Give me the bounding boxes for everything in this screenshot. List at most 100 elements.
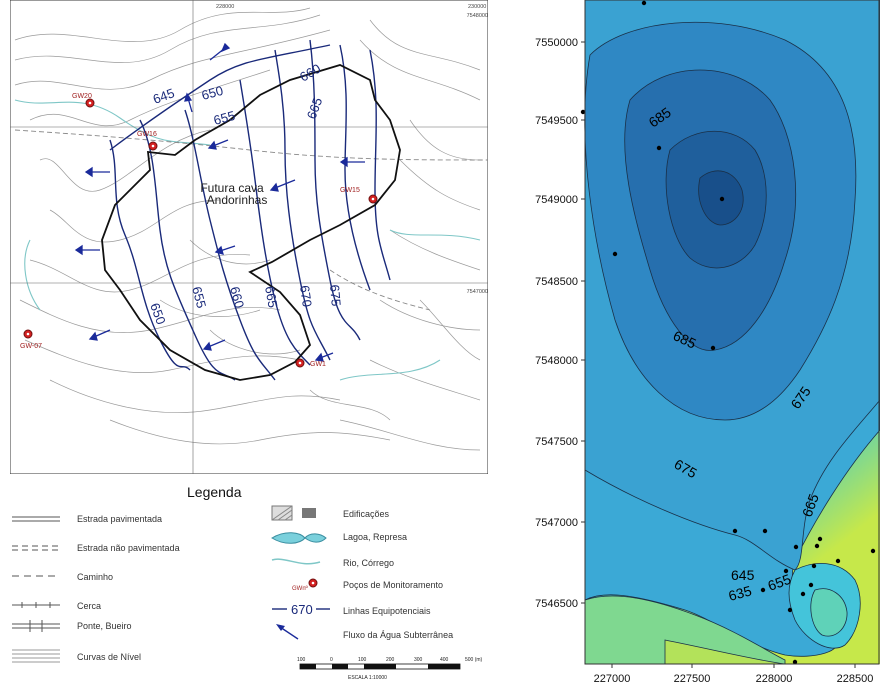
equip-label: 650 [147, 301, 169, 327]
svg-text:228500: 228500 [837, 673, 874, 685]
contour-map: 685 685 675 675 665 645 655 635 7550000 … [535, 0, 880, 685]
equip-label: 670 [297, 284, 315, 308]
well-gw07: GW-07 [20, 329, 42, 350]
svg-text:400: 400 [440, 657, 449, 663]
legend-contour-lines: Curvas de Nível [77, 652, 141, 662]
legend-equipotential-lines: Linhas Equipotenciais [343, 606, 431, 616]
svg-text:7548000: 7548000 [535, 355, 578, 367]
equipotential-labels: 645 650 655 660 665 650 655 660 665 670 … [147, 61, 344, 327]
contour-label: 655 [766, 571, 794, 594]
equip-label: 655 [212, 108, 237, 128]
legend-title: Legenda [187, 484, 242, 500]
grid-label-right-2: 7547000 [467, 289, 488, 295]
scale-bar: 100 0 100 200 300 400 500 (m) ESCALA 1:1… [297, 657, 483, 681]
legend-paved-road: Estrada pavimentada [77, 514, 162, 524]
well-gw16: GW16 [137, 131, 158, 151]
flow-arrow-icon [276, 624, 299, 640]
rivers [14, 99, 481, 381]
svg-text:500 (m): 500 (m) [465, 657, 483, 663]
svg-text:GW1: GW1 [310, 361, 326, 368]
pit-label-line2: Andorinhas [207, 193, 268, 207]
svg-text:7546500: 7546500 [535, 598, 578, 610]
svg-text:GW16: GW16 [137, 131, 157, 138]
svg-text:670: 670 [291, 602, 313, 617]
scale-title: ESCALA 1:10000 [348, 675, 387, 681]
flow-arrows [74, 42, 365, 362]
flow-arrow-icon [314, 352, 334, 362]
equip-label: 660 [227, 285, 247, 310]
svg-text:7547500: 7547500 [535, 436, 578, 448]
legend: Legenda Estrada pavimentada Estrada não … [0, 478, 515, 689]
well-gw1: GW1 [295, 358, 326, 368]
x-axis: 227000 227500 228000 228500 [594, 664, 874, 685]
legend-right-symbols: GWnº 670 [271, 505, 330, 640]
svg-text:7549500: 7549500 [535, 115, 578, 127]
flow-arrow-icon [202, 339, 226, 351]
legend-fence: Cerca [77, 601, 101, 611]
bridge-symbol [12, 620, 60, 632]
legend-buildings: Edificações [343, 509, 390, 519]
svg-text:228000: 228000 [756, 673, 793, 685]
equip-label: 665 [262, 285, 281, 309]
lake-symbol [271, 532, 327, 544]
equip-label: 655 [189, 285, 209, 310]
coordinate-grid [10, 0, 488, 474]
svg-text:GW20: GW20 [72, 93, 92, 100]
svg-text:7547000: 7547000 [535, 517, 578, 529]
monitoring-well-symbol: GWnº [292, 578, 318, 592]
svg-text:227000: 227000 [594, 673, 631, 685]
contour-label: 665 [799, 491, 822, 519]
pit-label-line1: Futura cava [200, 181, 264, 195]
paved-road-symbol [12, 516, 60, 522]
well-gw20: GW20 [72, 93, 95, 108]
river-symbol [271, 558, 321, 565]
sample-points [580, 0, 876, 665]
map-frame [10, 0, 488, 474]
flow-arrow-icon [214, 245, 236, 255]
flow-arrow-icon [339, 156, 365, 168]
building-symbol [271, 505, 316, 521]
flow-arrow-icon [74, 244, 100, 256]
y-axis: 7550000 7549500 7549000 7548500 7548000 … [535, 37, 585, 610]
legend-groundwater-flow: Fluxo da Água Subterrânea [343, 630, 453, 640]
svg-text:GW15: GW15 [340, 187, 360, 194]
well-gw15: GW15 [340, 187, 378, 204]
legend-trail: Caminho [77, 572, 113, 582]
contour-bands [584, 0, 880, 665]
svg-text:100: 100 [297, 657, 306, 663]
legend-bridge: Ponte, Bueiro [77, 621, 132, 631]
equipotential-symbol: 670 [272, 602, 330, 617]
equip-label: 675 [327, 284, 344, 307]
svg-text:7550000: 7550000 [535, 37, 578, 49]
flow-arrow-icon [184, 92, 193, 113]
svg-text:GW-07: GW-07 [20, 343, 42, 350]
svg-text:7548500: 7548500 [535, 276, 578, 288]
topographic-map: 228000 230000 7548000 7547000 645 650 65… [10, 0, 488, 474]
svg-text:227500: 227500 [674, 673, 711, 685]
svg-text:7549000: 7549000 [535, 194, 578, 206]
contour-label: 635 [727, 582, 754, 604]
roads [14, 129, 488, 311]
legend-river: Rio, Córrego [343, 558, 394, 568]
terrain-contours [14, 7, 481, 451]
svg-text:200: 200 [386, 657, 395, 663]
grid-label-top-1: 228000 [216, 4, 234, 10]
flow-arrow-icon [88, 329, 111, 341]
svg-text:0: 0 [330, 657, 333, 663]
legend-monitoring-wells: Poços de Monitoramento [343, 580, 443, 590]
svg-text:300: 300 [414, 657, 423, 663]
flow-arrow-icon [84, 166, 110, 178]
equip-label: 665 [304, 96, 326, 122]
grid-label-right-1: 7548000 [467, 13, 488, 19]
svg-text:100: 100 [358, 657, 367, 663]
flow-arrow-icon [207, 139, 229, 150]
legend-unpaved-road: Estrada não pavimentada [77, 543, 180, 553]
grid-label-top-2: 230000 [468, 4, 486, 10]
legend-lake: Lagoa, Represa [343, 532, 407, 542]
contour-label: 645 [731, 567, 755, 583]
flow-arrow-icon [209, 42, 231, 61]
pit-outline [101, 64, 401, 381]
unpaved-road-symbol [12, 545, 60, 551]
monitoring-wells: GW20 GW16 GW15 GW-07 GW1 [20, 93, 378, 368]
fence-symbol [12, 602, 60, 608]
